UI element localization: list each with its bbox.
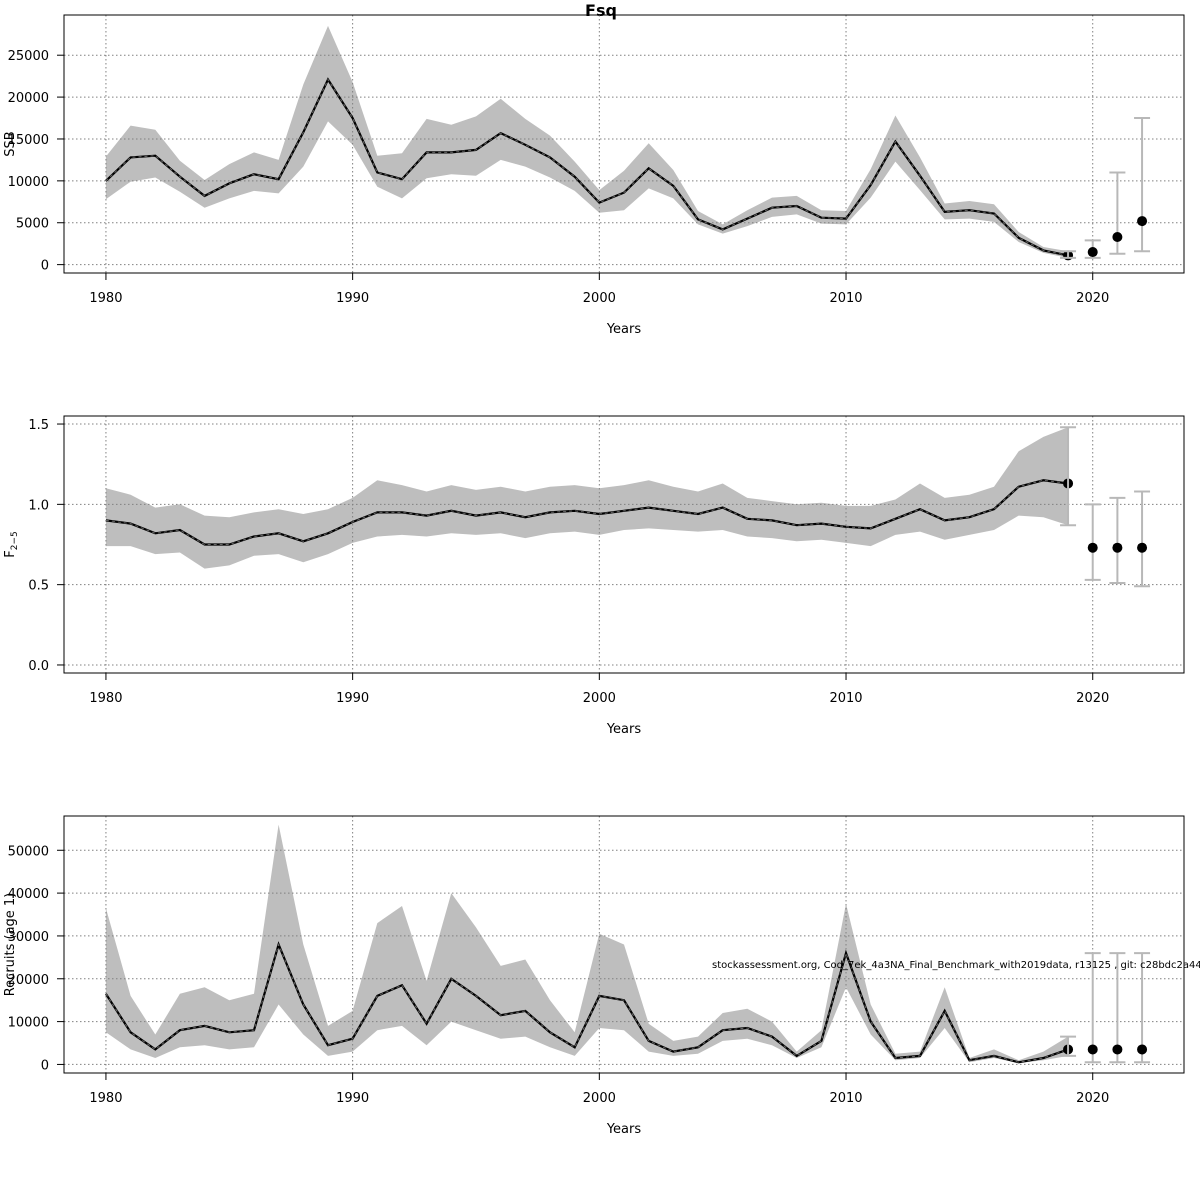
figure-title: Fsq (585, 1, 617, 20)
y-tick-label: 30000 (8, 930, 49, 945)
y-tick-label: 25000 (8, 49, 49, 64)
fbar-estimate-line (105, 479, 1069, 546)
ssb-y-axis-label: SSB (3, 131, 18, 156)
fbar-forecast-point (1087, 542, 1098, 553)
y-tick-label: 1.5 (28, 418, 49, 433)
fbar-forecast-point (1112, 542, 1123, 553)
recruits-forecast-point (1087, 1044, 1098, 1055)
fbar-plot-frame (63, 415, 1185, 674)
footnote: stockassessment.org, Cod_7ek_4a3NA_Final… (712, 960, 1200, 971)
x-tick-label: 2020 (1076, 291, 1109, 306)
y-tick-label: 50000 (8, 844, 49, 859)
y-tick-label: 0.0 (28, 659, 49, 674)
fbar-panel: 1980 1990 2000 2010 2020 0.0 0.5 1.0 1.5 Years F2−… (3, 415, 1185, 737)
x-tick-label: 2020 (1076, 691, 1109, 706)
y-tick-label: 0 (41, 259, 49, 274)
y-tick-label: 40000 (8, 887, 49, 902)
y-tick-label: 10000 (8, 175, 49, 190)
recruits-estimate-dash (105, 942, 1069, 1063)
y-tick-label: 0.5 (28, 579, 49, 594)
fbar-forecast-point (1137, 542, 1148, 553)
x-tick-label: 1980 (89, 291, 122, 306)
y-tick-label: 15000 (8, 133, 49, 148)
x-tick-label: 1990 (336, 291, 369, 306)
ssb-estimate-line (105, 77, 1069, 257)
x-tick-label: 2020 (1076, 1091, 1109, 1106)
x-tick-label: 2010 (829, 1091, 862, 1106)
ssb-forecast-point (1112, 231, 1123, 242)
x-tick-label: 1980 (89, 691, 122, 706)
y-tick-label: 20000 (8, 91, 49, 106)
recruits-forecast-point (1112, 1044, 1123, 1055)
ssb-panel: 1980 1990 2000 2010 2020 0 5000 10000 15000 20000… (3, 14, 1185, 337)
ssb-forecast-point (1087, 247, 1098, 258)
fbar-x-axis-label: Years (606, 722, 642, 737)
fbar-confidence-band (105, 427, 1069, 569)
fbar-y-axis-label: F2−5 (3, 531, 20, 557)
x-tick-label: 2000 (583, 1091, 616, 1106)
y-tick-label: 10000 (8, 1016, 49, 1031)
ssb-plot-frame (63, 14, 1185, 274)
recruits-forecast-point (1137, 1044, 1148, 1055)
recruits-plot-frame (63, 815, 1185, 1074)
x-tick-label: 1980 (89, 1091, 122, 1106)
ssb-confidence-band (105, 25, 1069, 258)
recruits-panel: 1980 1990 2000 2010 2020 0 10000 20000 30000 4000… (3, 815, 1185, 1137)
y-tick-label: 20000 (8, 973, 49, 988)
y-tick-label: 1.0 (28, 498, 49, 513)
y-tick-label: 0 (41, 1058, 49, 1073)
x-tick-label: 2000 (583, 691, 616, 706)
x-tick-label: 1990 (336, 691, 369, 706)
x-tick-label: 1990 (336, 1091, 369, 1106)
recruits-y-axis-label: Recruits (age 1) (3, 893, 18, 997)
recruits-confidence-band (105, 824, 1069, 1064)
x-tick-label: 2000 (583, 291, 616, 306)
ssb-forecast-point (1137, 216, 1148, 227)
y-tick-label: 5000 (16, 217, 49, 232)
x-tick-label: 2010 (829, 691, 862, 706)
recruits-x-axis-label: Years (606, 1122, 642, 1137)
ssb-x-axis-label: Years (606, 322, 642, 337)
fbar-y-axis-label-subscript: 2−5 (10, 531, 20, 550)
x-tick-label: 2010 (829, 291, 862, 306)
